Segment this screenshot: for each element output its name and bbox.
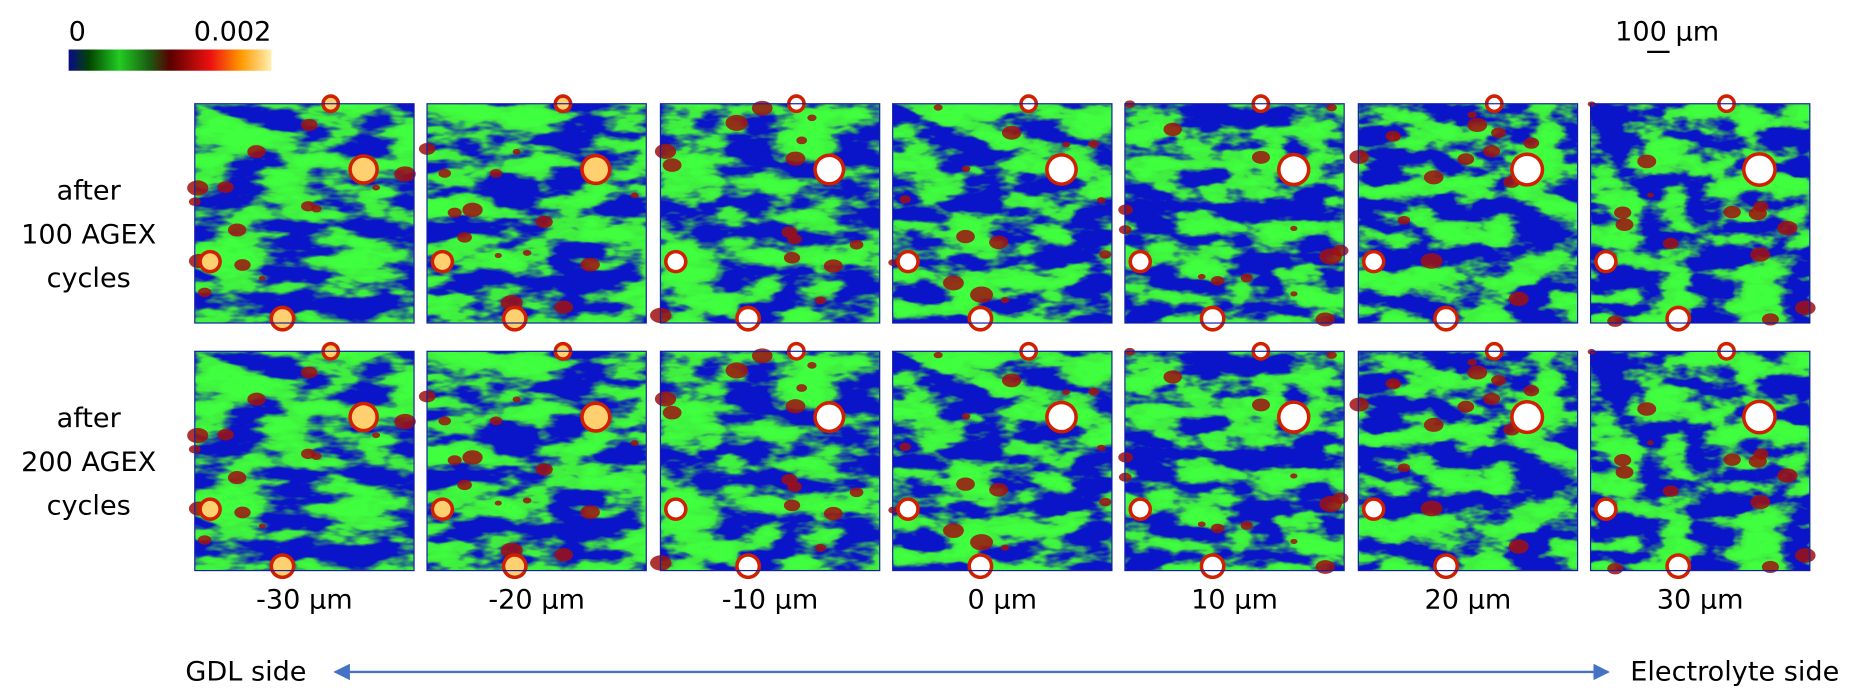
row-label: 100 AGEX [21, 219, 156, 250]
image-panel [1118, 341, 1349, 580]
image-panel [187, 341, 416, 580]
column-label: -20 µm [488, 585, 585, 616]
row-label: cycles [47, 263, 131, 294]
image-panel [650, 94, 881, 332]
colorbar-tick-label: 0.002 [194, 17, 272, 48]
row-label: 200 AGEX [21, 447, 156, 478]
column-label: 10 µm [1191, 585, 1278, 616]
colorbar-tick-label: 0 [69, 17, 86, 48]
right-label: Electrolyte side [1630, 657, 1839, 688]
column-label: -30 µm [256, 585, 353, 616]
image-panel [888, 94, 1113, 332]
column-label: -10 µm [722, 585, 819, 616]
colorbar [68, 49, 272, 71]
image-panel [1349, 341, 1579, 580]
column-label: 30 µm [1657, 585, 1744, 616]
image-panel [418, 94, 647, 332]
image-panel [1349, 94, 1579, 332]
column-label: 0 µm [968, 585, 1038, 616]
row-label: after [57, 176, 122, 207]
image-panel [418, 341, 647, 580]
row-label: cycles [47, 490, 131, 521]
image-panel [650, 341, 881, 580]
image-panel [888, 341, 1113, 580]
image-panel [1118, 94, 1349, 332]
left-label: GDL side [185, 657, 306, 688]
image-panel [1587, 94, 1816, 332]
image-panel [187, 94, 416, 332]
image-panel [1587, 341, 1816, 580]
scale-bar-label: 100 µm [1615, 17, 1719, 48]
column-label: 20 µm [1425, 585, 1512, 616]
row-label: after [57, 403, 122, 434]
